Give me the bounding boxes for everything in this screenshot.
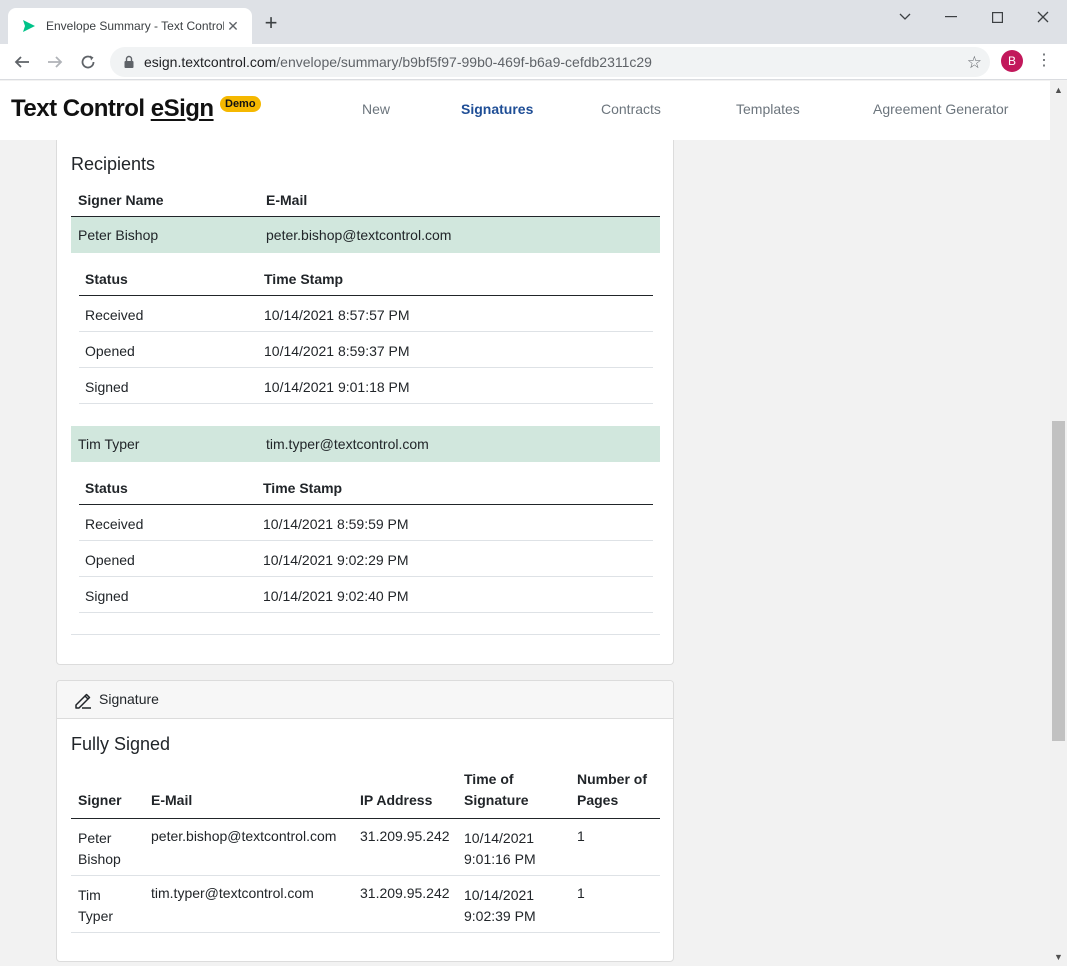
nav-agreement-generator[interactable]: Agreement Generator xyxy=(873,101,1009,117)
event-time: 10/14/2021 8:59:37 PM xyxy=(264,343,410,359)
col-ip-address: IP Address xyxy=(360,792,433,808)
signer-row[interactable]: Tim Typer tim.typer@textcontrol.com xyxy=(71,426,660,462)
signer-email: peter.bishop@textcontrol.com xyxy=(151,828,337,844)
signer-name: Peter Bishop xyxy=(78,227,159,243)
tab-close-icon[interactable]: ✕ xyxy=(227,17,239,34)
recipients-card: Recipients Signer Name E-Mail Peter Bish… xyxy=(56,121,674,665)
divider xyxy=(71,875,660,876)
maximize-icon[interactable] xyxy=(986,6,1008,28)
event-status: Signed xyxy=(85,588,129,604)
demo-badge: Demo xyxy=(220,96,261,112)
signature-header-label: Signature xyxy=(99,691,159,707)
event-status: Received xyxy=(85,516,144,532)
event-time: 10/14/2021 9:02:40 PM xyxy=(263,588,409,604)
nav-new[interactable]: New xyxy=(362,101,391,117)
ip-address: 31.209.95.242 xyxy=(360,885,450,901)
divider xyxy=(79,612,653,613)
event-status: Opened xyxy=(85,552,135,568)
chevron-down-icon[interactable] xyxy=(894,6,916,28)
address-bar[interactable]: esign.textcontrol.com/envelope/summary/b… xyxy=(110,47,990,77)
divider xyxy=(71,634,660,635)
event-status: Opened xyxy=(85,343,135,359)
ip-address: 31.209.95.242 xyxy=(360,828,450,844)
browser-tab-strip: Envelope Summary - Text Control ✕ + xyxy=(0,0,1067,44)
col-signer-name: Signer Name xyxy=(78,192,164,208)
browser-tab[interactable]: Envelope Summary - Text Control ✕ xyxy=(8,8,252,44)
divider xyxy=(71,932,660,933)
signer-email: peter.bishop@textcontrol.com xyxy=(266,227,452,243)
fully-signed-title: Fully Signed xyxy=(71,734,171,754)
divider xyxy=(79,367,653,368)
site-header: Text Control eSign Demo New Signatures C… xyxy=(0,81,1050,140)
signer-name: Tim Typer xyxy=(78,887,114,924)
nav-templates[interactable]: Templates xyxy=(736,101,800,117)
lock-icon xyxy=(124,55,134,68)
tab-title: Envelope Summary - Text Control xyxy=(46,19,224,33)
col-status: Status xyxy=(85,480,128,496)
recipients-title: Recipients xyxy=(71,154,156,174)
profile-avatar[interactable]: B xyxy=(1001,50,1023,72)
bookmark-star-icon[interactable]: ☆ xyxy=(966,53,982,72)
signer-row[interactable]: Peter Bishop peter.bishop@textcontrol.co… xyxy=(71,217,660,253)
event-status: Received xyxy=(85,307,144,323)
event-time: 10/14/2021 8:59:59 PM xyxy=(263,516,409,532)
col-email: E-Mail xyxy=(266,192,308,208)
scroll-thumb[interactable] xyxy=(1052,421,1065,741)
col-email: E-Mail xyxy=(151,792,193,808)
divider xyxy=(79,540,653,541)
back-arrow-icon[interactable] xyxy=(11,51,33,73)
close-window-icon[interactable] xyxy=(1032,6,1054,28)
reload-icon[interactable] xyxy=(77,51,99,73)
brand-logo[interactable]: Text Control eSign xyxy=(11,95,214,122)
signer-email: tim.typer@textcontrol.com xyxy=(151,885,314,901)
scroll-up-arrow-icon[interactable]: ▲ xyxy=(1054,85,1063,95)
page-count: 1 xyxy=(577,828,585,844)
url-text: esign.textcontrol.com/envelope/summary/b… xyxy=(144,54,652,70)
divider xyxy=(79,504,653,505)
pen-icon xyxy=(75,693,91,709)
minimize-icon[interactable] xyxy=(940,6,962,28)
signer-name: Tim Typer xyxy=(78,436,140,452)
divider xyxy=(79,331,653,332)
col-status: Status xyxy=(85,271,128,287)
signature-time: 10/14/2021 9:02:39 PM xyxy=(464,887,536,924)
divider xyxy=(71,216,660,217)
forward-arrow-icon[interactable] xyxy=(44,51,66,73)
signature-time: 10/14/2021 9:01:16 PM xyxy=(464,830,536,867)
page-count: 1 xyxy=(577,885,585,901)
event-time: 10/14/2021 9:02:29 PM xyxy=(263,552,409,568)
page-viewport: Recipients Signer Name E-Mail Peter Bish… xyxy=(0,81,1050,966)
col-timestamp: Time Stamp xyxy=(264,271,344,287)
browser-toolbar: esign.textcontrol.com/envelope/summary/b… xyxy=(0,44,1067,80)
divider xyxy=(79,403,653,404)
signer-email: tim.typer@textcontrol.com xyxy=(266,436,429,452)
event-time: 10/14/2021 9:01:18 PM xyxy=(264,379,410,395)
col-number-of-pages: Number of Pages xyxy=(577,771,647,808)
signature-card: Signature Fully Signed Signer E-Mail IP … xyxy=(56,680,674,962)
new-tab-icon[interactable]: + xyxy=(264,10,278,35)
scroll-down-arrow-icon[interactable]: ▼ xyxy=(1054,952,1063,962)
divider xyxy=(79,295,653,296)
menu-kebab-icon[interactable]: ⋮ xyxy=(1036,52,1052,69)
col-signer: Signer xyxy=(78,792,122,808)
divider xyxy=(79,576,653,577)
col-time-of-signature: Time of Signature xyxy=(464,771,529,808)
col-timestamp: Time Stamp xyxy=(263,480,343,496)
event-time: 10/14/2021 8:57:57 PM xyxy=(264,307,410,323)
send-favicon-icon xyxy=(20,17,38,35)
divider xyxy=(71,818,660,819)
nav-signatures[interactable]: Signatures xyxy=(461,101,534,117)
signature-card-header: Signature xyxy=(57,681,673,719)
event-status: Signed xyxy=(85,379,129,395)
vertical-scrollbar[interactable]: ▲ ▼ xyxy=(1050,81,1067,966)
signer-name: Peter Bishop xyxy=(78,830,121,867)
nav-contracts[interactable]: Contracts xyxy=(601,101,661,117)
